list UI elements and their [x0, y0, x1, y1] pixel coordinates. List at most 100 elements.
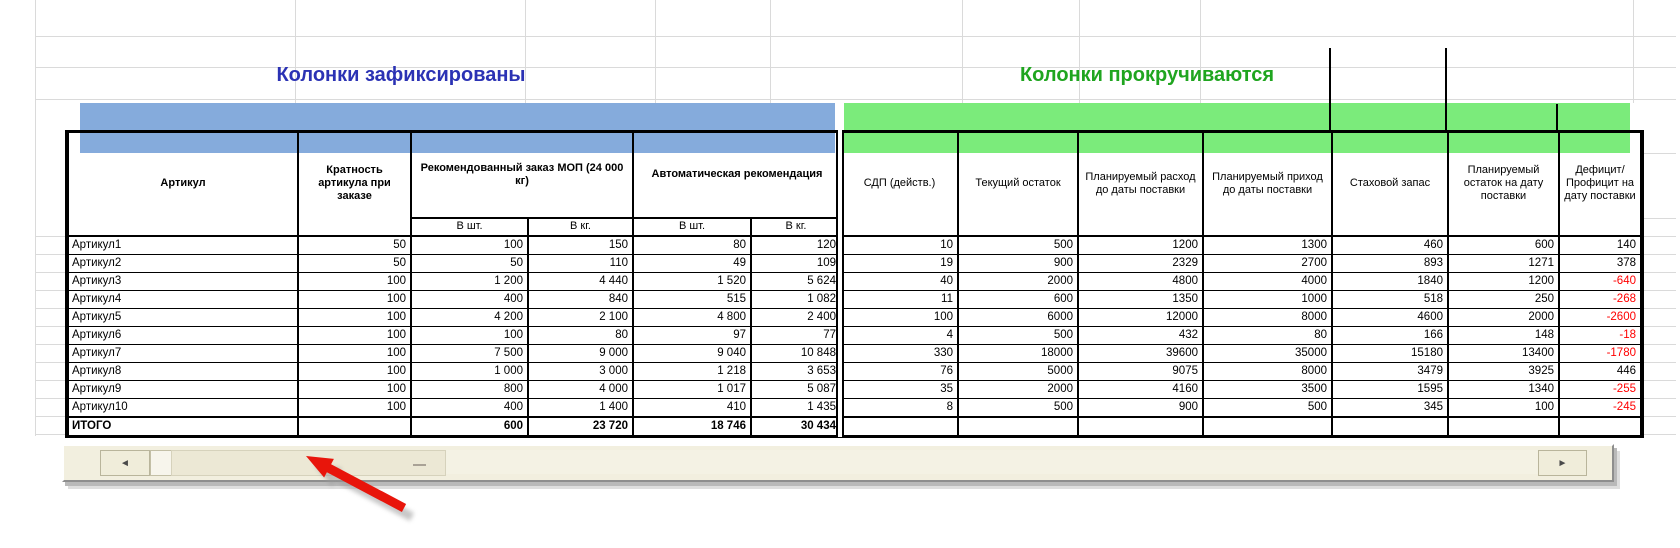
col-header-article: Артикул	[67, 132, 299, 237]
value-cell: 100	[297, 307, 412, 327]
value-cell: 100	[410, 325, 529, 345]
value-cell: 39600	[1077, 343, 1204, 363]
value-cell: 8	[840, 397, 959, 417]
value-cell: 100	[410, 235, 529, 255]
value-cell: 13400	[1447, 343, 1560, 363]
article-cell: Артикул1	[67, 235, 299, 255]
col-header-planned-income: Планируемый приход до даты поставки	[1202, 132, 1333, 237]
value-cell: 4600	[1331, 307, 1449, 327]
scroll-right-button[interactable]: ►	[1538, 450, 1587, 476]
scrollbar-thumb[interactable]	[171, 450, 446, 476]
value-cell: 50	[297, 235, 412, 255]
col-header-planned-balance: Планируемый остаток на дату поставки	[1447, 132, 1560, 237]
value-cell: 5 087	[750, 379, 842, 399]
right-arrow-icon: ►	[1557, 457, 1568, 469]
table-body: Артикул1 50 100 150 80 120 10 500 1200 1300 460 600…	[67, 235, 1642, 436]
value-cell: -245	[1558, 397, 1642, 417]
value-cell: 4 200	[410, 307, 529, 327]
value-cell: 18 746	[632, 415, 752, 436]
value-cell: 35	[840, 379, 959, 399]
value-cell: 50	[410, 253, 529, 273]
value-cell	[957, 415, 1079, 436]
value-cell	[1202, 415, 1333, 436]
value-cell: 500	[1202, 397, 1333, 417]
value-cell: 900	[1077, 397, 1204, 417]
col-header-planned-expense: Планируемый расход до даты поставки	[1077, 132, 1204, 237]
value-cell: 446	[1558, 361, 1642, 381]
value-cell: 2000	[1447, 307, 1560, 327]
value-cell: 1 200	[410, 271, 529, 291]
table-row: Артикул6 100 100 80 97 77 4 500 432 80 166 148 -18	[67, 325, 1642, 345]
left-margin-gridline	[35, 0, 36, 436]
horizontal-scrollbar[interactable]: ◄ ►	[62, 444, 1614, 482]
col-header-deficit-proficit: Дефицит/ Профицит на дату поставки	[1558, 132, 1642, 237]
article-cell: Артикул7	[67, 343, 299, 363]
value-cell: 600	[1447, 235, 1560, 255]
value-cell: 12000	[1077, 307, 1204, 327]
article-cell: Артикул8	[67, 361, 299, 381]
value-cell: 4 440	[527, 271, 634, 291]
value-cell: 23 720	[527, 415, 634, 436]
scrolling-columns-label: Колонки прокручиваются	[1019, 64, 1275, 86]
value-cell	[1447, 415, 1560, 436]
value-cell: 1200	[1447, 271, 1560, 291]
column-guide-line	[1445, 48, 1447, 130]
value-cell: 148	[1447, 325, 1560, 345]
value-cell: 4160	[1077, 379, 1204, 399]
article-cell: Артикул2	[67, 253, 299, 273]
value-cell: 2000	[957, 271, 1079, 291]
value-cell: 893	[1331, 253, 1449, 273]
table-row: Артикул7 100 7 500 9 000 9 040 10 848 330 18000…	[67, 343, 1642, 363]
value-cell: 3500	[1202, 379, 1333, 399]
value-cell: 9075	[1077, 361, 1204, 381]
col-header-sdp: СДП (действ.)	[840, 132, 959, 237]
value-cell: -268	[1558, 289, 1642, 309]
value-cell: 5 624	[750, 271, 842, 291]
value-cell	[1558, 415, 1642, 436]
table-row: Артикул8 100 1 000 3 000 1 218 3 653 76 5000 907…	[67, 361, 1642, 381]
article-cell: Артикул5	[67, 307, 299, 327]
value-cell: 1 400	[527, 397, 634, 417]
value-cell: 11	[840, 289, 959, 309]
scroll-left-button[interactable]: ◄	[100, 450, 150, 476]
value-cell: 500	[957, 397, 1079, 417]
value-cell: 110	[527, 253, 634, 273]
value-cell: 80	[527, 325, 634, 345]
value-cell: 3 653	[750, 361, 842, 381]
value-cell: 4800	[1077, 271, 1204, 291]
scrollbar-track[interactable]	[445, 450, 1541, 474]
value-cell: 410	[632, 397, 752, 417]
scrollbar-notch[interactable]	[150, 450, 173, 476]
value-cell: 8000	[1202, 307, 1333, 327]
value-cell: 6000	[957, 307, 1079, 327]
table-row: Артикул10 100 400 1 400 410 1 435 8 500 900 500 34…	[67, 397, 1642, 417]
value-cell: 7 500	[410, 343, 529, 363]
value-cell: 18000	[957, 343, 1079, 363]
value-cell: 80	[632, 235, 752, 255]
value-cell: 100	[297, 325, 412, 345]
subheader-kg: В кг.	[750, 217, 842, 237]
value-cell: 97	[632, 325, 752, 345]
value-cell: 100	[297, 343, 412, 363]
value-cell: -640	[1558, 271, 1642, 291]
value-cell: 345	[1331, 397, 1449, 417]
table-row: Артикул9 100 800 4 000 1 017 5 087 35 2000 4160 3…	[67, 379, 1642, 399]
value-cell: -255	[1558, 379, 1642, 399]
value-cell: 250	[1447, 289, 1560, 309]
value-cell: 2000	[957, 379, 1079, 399]
value-cell: 460	[1331, 235, 1449, 255]
value-cell: 100	[840, 307, 959, 327]
value-cell: 1 082	[750, 289, 842, 309]
value-cell: 19	[840, 253, 959, 273]
value-cell: 8000	[1202, 361, 1333, 381]
value-cell: 3925	[1447, 361, 1560, 381]
table-row: Артикул5 100 4 200 2 100 4 800 2 400 100 6000 12…	[67, 307, 1642, 327]
value-cell: 800	[410, 379, 529, 399]
value-cell: 5000	[957, 361, 1079, 381]
subheader-pcs: В шт.	[632, 217, 752, 237]
value-cell: 840	[527, 289, 634, 309]
value-cell: 76	[840, 361, 959, 381]
value-cell: 500	[957, 235, 1079, 255]
value-cell: 166	[1331, 325, 1449, 345]
